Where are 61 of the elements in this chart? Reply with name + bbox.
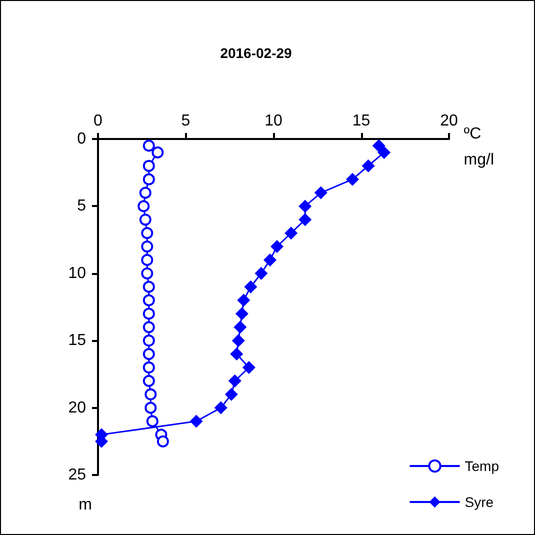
point <box>378 146 391 159</box>
point <box>237 294 250 307</box>
y-tick-label: 25 <box>68 466 86 484</box>
point <box>139 186 152 199</box>
point <box>141 227 154 240</box>
x-tick-label: 15 <box>352 112 370 130</box>
y-tick-label: 5 <box>77 198 86 215</box>
point <box>254 266 268 280</box>
point <box>141 267 154 280</box>
point <box>152 146 164 158</box>
point <box>141 254 154 266</box>
point <box>142 374 155 387</box>
point <box>270 240 284 254</box>
point <box>142 361 155 374</box>
point <box>362 159 375 172</box>
y-tick-label: 10 <box>68 264 86 282</box>
point <box>142 160 155 172</box>
x-tick-label: 10 <box>264 112 282 130</box>
point <box>141 240 154 253</box>
x-tick-label: 0 <box>94 112 103 130</box>
y-tick-label: 20 <box>68 399 86 416</box>
y-tick-label: 0 <box>77 130 86 148</box>
point <box>144 402 157 414</box>
point <box>224 388 238 401</box>
y-tick-label: 15 <box>68 332 86 350</box>
point <box>142 280 155 293</box>
point <box>142 334 155 347</box>
point <box>142 173 155 186</box>
point <box>242 360 256 374</box>
point <box>284 226 298 240</box>
x-axis-title: ºC mg/l <box>464 126 494 168</box>
point <box>214 401 228 414</box>
point <box>142 321 155 334</box>
legend-label: Syre <box>464 494 494 510</box>
point <box>244 280 258 294</box>
point <box>142 308 155 320</box>
point <box>156 435 169 448</box>
point <box>314 186 328 200</box>
point <box>138 200 150 212</box>
point <box>144 388 157 400</box>
point <box>234 320 247 334</box>
point <box>232 334 245 348</box>
point <box>142 348 155 360</box>
point <box>230 348 244 361</box>
chart-title: 2016-02-29 <box>220 45 292 61</box>
point <box>146 415 158 428</box>
point <box>142 294 155 306</box>
point <box>142 140 155 152</box>
point <box>263 253 276 266</box>
point <box>298 213 312 226</box>
y-axis-title: m <box>78 496 92 514</box>
point <box>190 414 203 428</box>
x-tick-label: 20 <box>440 112 458 130</box>
x-tick-label: 5 <box>181 112 190 130</box>
point <box>139 214 152 226</box>
legend-label: Temp <box>464 458 500 474</box>
point <box>346 172 359 186</box>
point <box>228 374 242 388</box>
point <box>298 200 312 213</box>
point <box>235 307 248 320</box>
point <box>372 139 386 152</box>
